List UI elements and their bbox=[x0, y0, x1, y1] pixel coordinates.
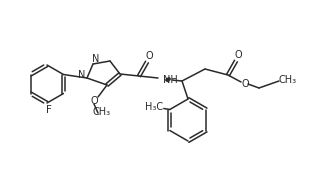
Text: N: N bbox=[92, 54, 100, 64]
Text: N: N bbox=[78, 70, 86, 80]
Text: F: F bbox=[46, 105, 52, 115]
Text: H₃C: H₃C bbox=[145, 101, 163, 111]
Text: O: O bbox=[241, 79, 249, 89]
Text: CH₃: CH₃ bbox=[279, 75, 297, 85]
Text: O: O bbox=[145, 51, 153, 61]
Text: O: O bbox=[90, 96, 98, 106]
Text: CH₃: CH₃ bbox=[93, 107, 111, 117]
Text: NH: NH bbox=[163, 75, 178, 85]
Text: O: O bbox=[234, 50, 242, 60]
